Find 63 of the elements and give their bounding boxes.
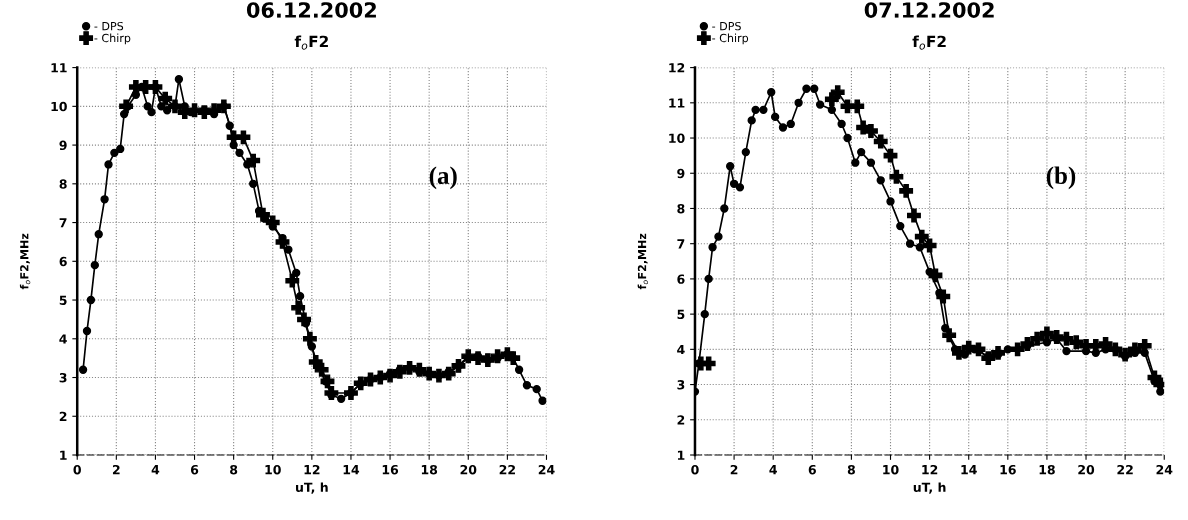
y-tick-label: 3 [677, 380, 685, 390]
y-tick-label: 1 [60, 450, 67, 460]
x-tick-label: 10 [265, 464, 281, 475]
y-tick-label: 4 [677, 344, 685, 355]
legend-label: - DPS [94, 21, 124, 31]
x-axis-title: uT, h [296, 482, 328, 494]
x-tick-label: 22 [1117, 464, 1133, 475]
y-axis-title: f$_{o}$F2,MHz [637, 233, 649, 290]
x-tick-label: 16 [1000, 464, 1016, 475]
y-tick-label: 5 [59, 295, 67, 305]
x-tick-label: 8 [230, 464, 238, 475]
y-tick-label: 2 [59, 411, 67, 422]
x-tick-label: 6 [190, 464, 199, 475]
y-tick-label: 9 [59, 140, 67, 151]
x-tick-label: 4 [769, 465, 777, 475]
y-tick-label: 3 [59, 372, 67, 383]
y-tick-label: 6 [677, 274, 685, 284]
legend-label: - DPS [712, 21, 741, 31]
y-tick-label: 7 [677, 239, 685, 249]
y-tick-label: 8 [59, 179, 67, 189]
x-tick-label: 16 [382, 464, 399, 475]
chart-subtitle: f$_{o}$F2 [294, 35, 328, 50]
annotation: (b) [1046, 166, 1076, 190]
x-tick-label: 24 [1156, 464, 1173, 475]
legend-label: - Chirp [94, 33, 131, 45]
y-tick-label: 9 [677, 168, 685, 179]
y-tick-label: 7 [59, 218, 67, 228]
legend-label: - Chirp [712, 33, 749, 45]
x-tick-label: 6 [808, 464, 816, 475]
y-tick-label: 5 [677, 309, 685, 320]
x-tick-label: 2 [112, 464, 120, 475]
y-tick-label: 10 [669, 133, 685, 143]
x-tick-label: 8 [847, 464, 855, 475]
annotation: (a) [429, 166, 457, 190]
x-tick-label: 18 [421, 464, 438, 475]
x-tick-label: 24 [538, 464, 555, 475]
x-tick-label: 20 [460, 464, 477, 475]
x-tick-label: 12 [304, 464, 320, 475]
x-tick-label: 2 [730, 464, 738, 475]
x-tick-label: 14 [961, 465, 977, 475]
x-tick-label: 10 [883, 464, 899, 475]
y-tick-label: 12 [669, 63, 685, 73]
y-tick-label: 6 [59, 256, 67, 267]
y-axis-title: f$_{o}$F2,MHz [19, 233, 31, 290]
y-tick-label: 8 [677, 203, 685, 214]
x-tick-label: 0 [691, 464, 699, 475]
x-tick-label: 20 [1078, 464, 1095, 475]
y-tick-label: 2 [677, 415, 685, 425]
x-tick-label: 22 [499, 464, 515, 475]
x-tick-label: 0 [73, 464, 81, 475]
chart-title: 06.12.2002 [246, 2, 376, 18]
chart-title: 07.12.2002 [864, 2, 994, 18]
y-tick-label: 10 [51, 101, 67, 112]
y-tick-label: 11 [669, 98, 685, 108]
chart-subtitle: f$_{o}$F2 [912, 35, 946, 50]
x-tick-label: 14 [343, 465, 360, 475]
x-tick-label: 12 [922, 464, 938, 475]
y-tick-label: 11 [51, 63, 67, 73]
y-tick-label: 1 [677, 450, 685, 460]
x-tick-label: 18 [1039, 464, 1055, 475]
x-axis-title: uT, h [913, 482, 946, 494]
x-tick-label: 4 [151, 465, 160, 475]
y-tick-label: 4 [59, 334, 67, 344]
